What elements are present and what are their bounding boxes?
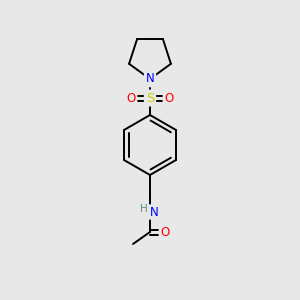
Text: N: N xyxy=(146,73,154,85)
Text: O: O xyxy=(164,92,174,104)
Text: O: O xyxy=(160,226,169,238)
Text: H: H xyxy=(140,204,148,214)
Text: N: N xyxy=(150,206,158,218)
Text: S: S xyxy=(146,92,154,104)
Text: O: O xyxy=(126,92,136,104)
